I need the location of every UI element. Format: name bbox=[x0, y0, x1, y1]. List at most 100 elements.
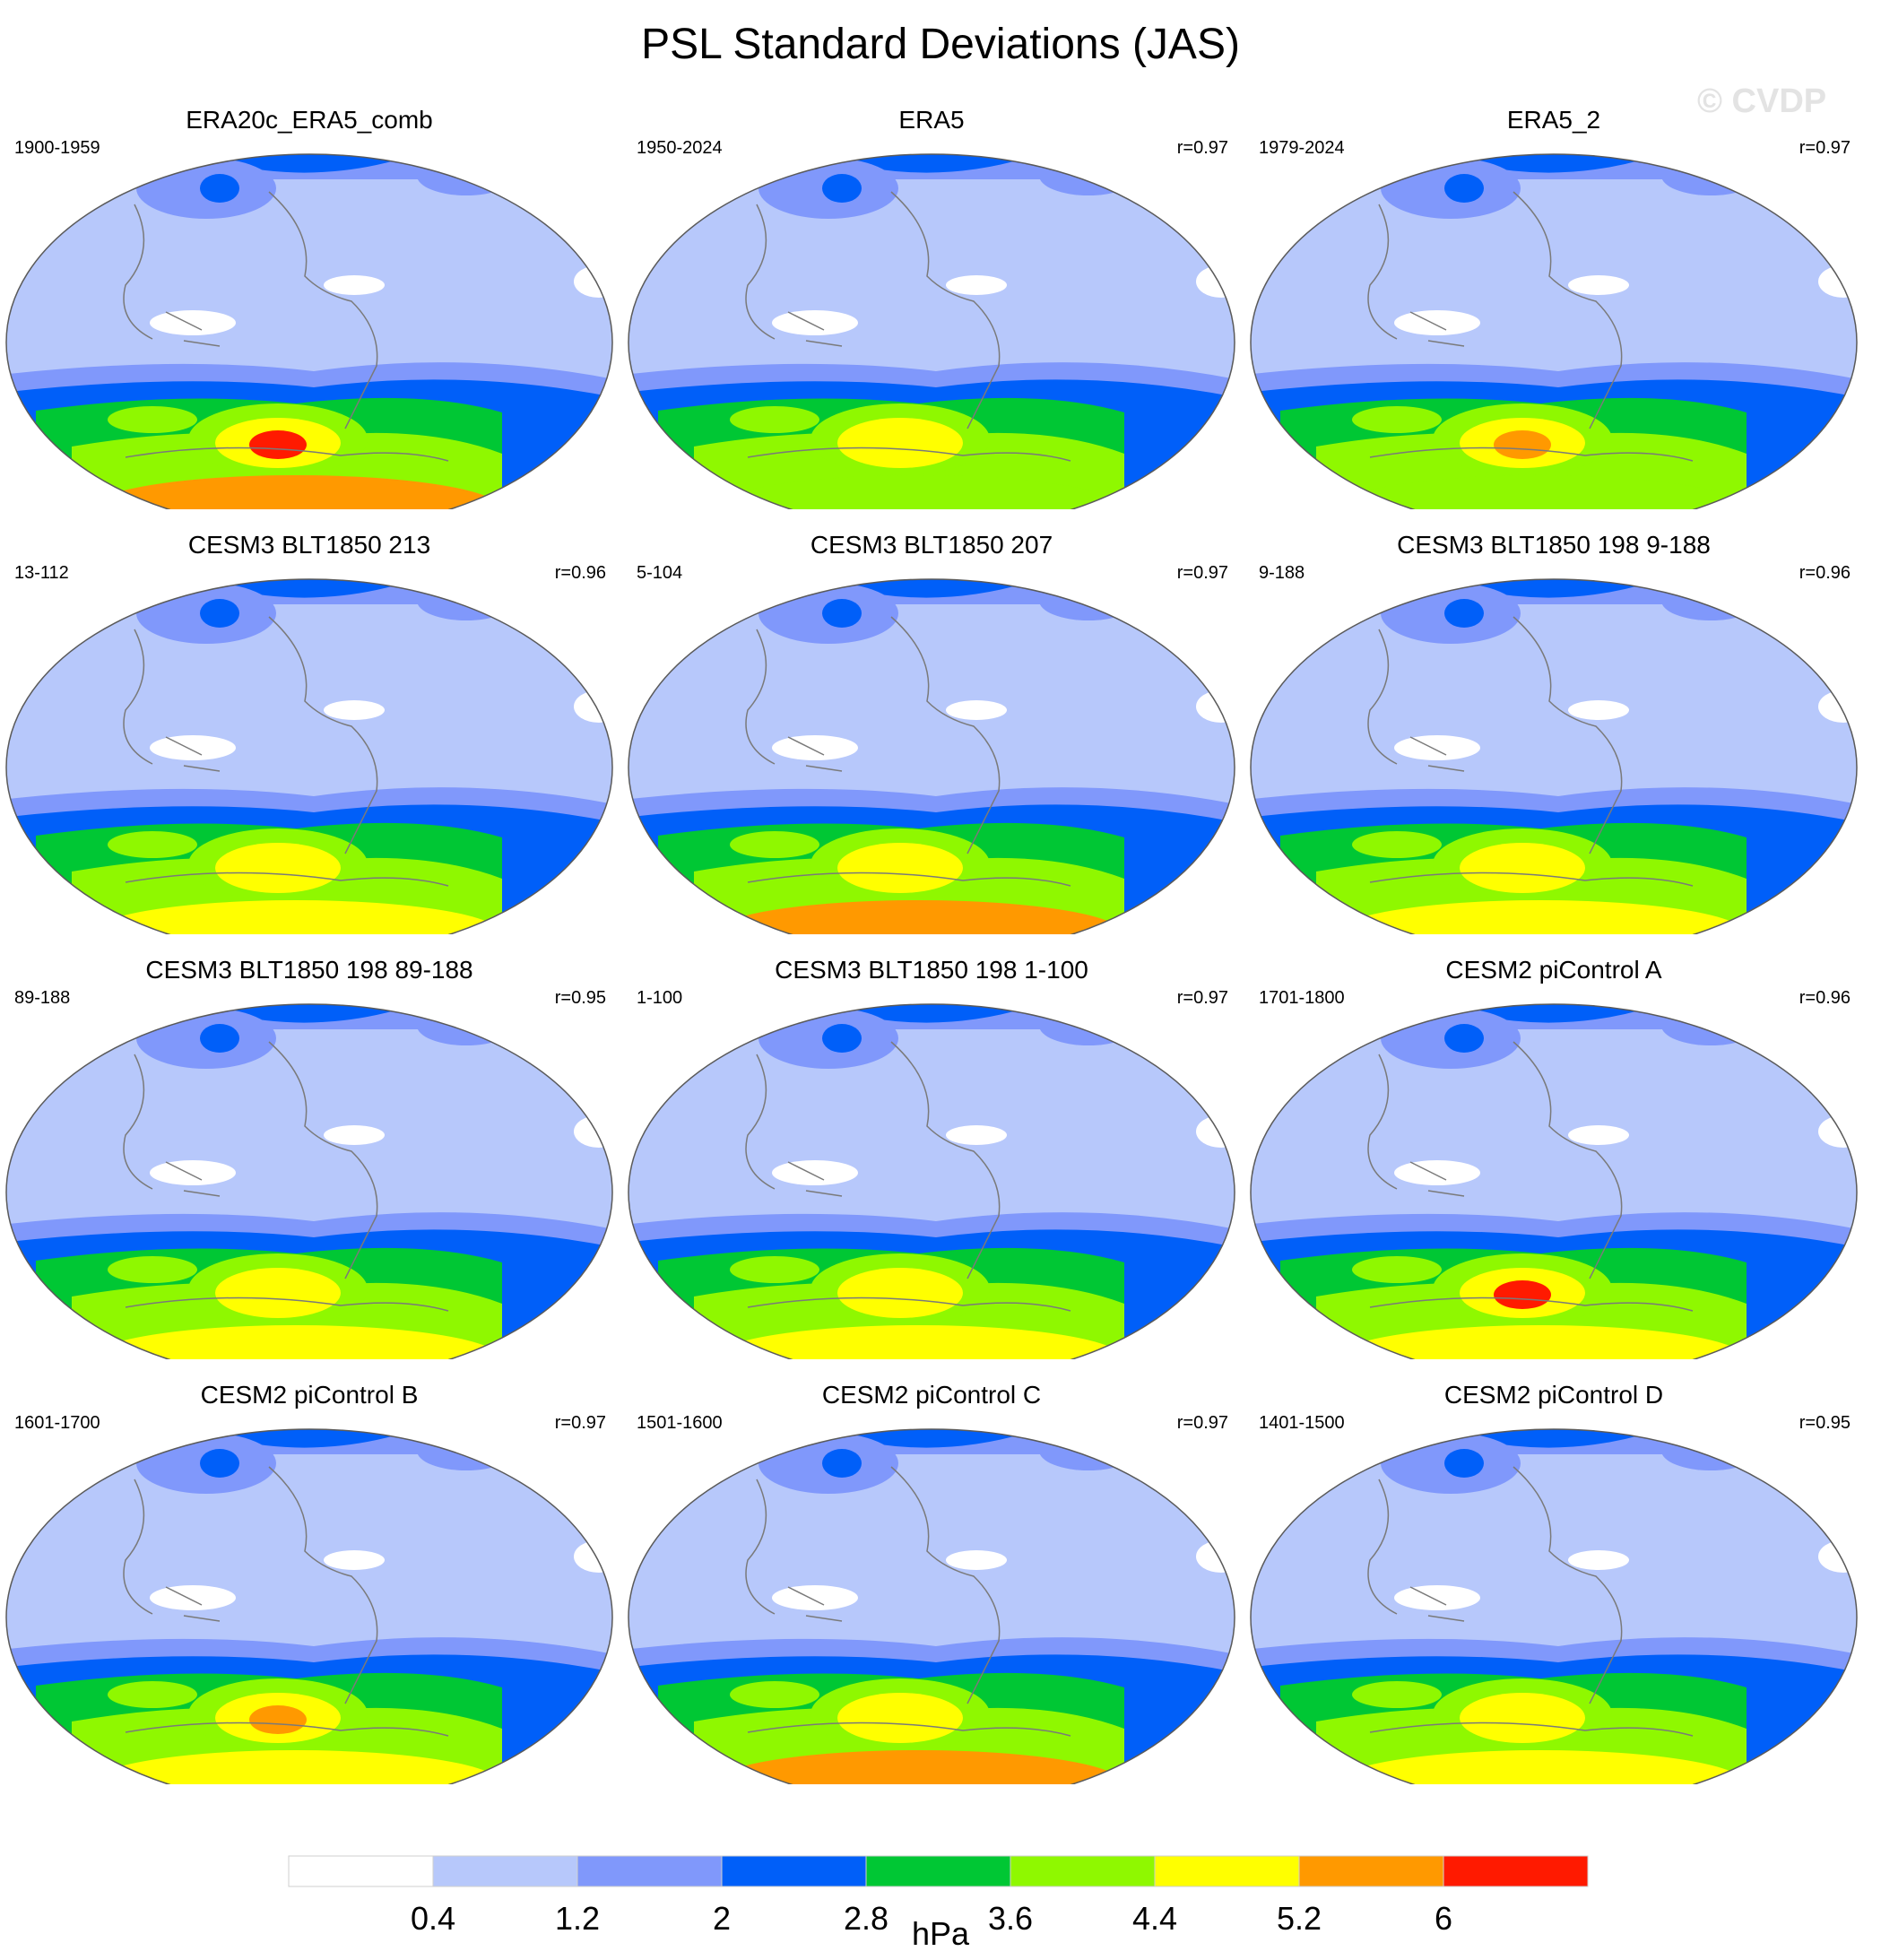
colorbar-swatch bbox=[288, 1855, 434, 1887]
hotspot bbox=[249, 1705, 307, 1734]
natl-lobe bbox=[1661, 1006, 1760, 1045]
coast-antarctica bbox=[125, 447, 449, 462]
antarctic-max bbox=[90, 1325, 502, 1359]
natl-lobe bbox=[1661, 156, 1760, 195]
contour-field bbox=[1251, 154, 1857, 509]
coast-asia bbox=[1367, 1479, 1465, 1622]
panel-years: 1-100 bbox=[637, 988, 683, 1008]
coast-asia bbox=[745, 204, 843, 347]
contour-field bbox=[628, 154, 1235, 509]
map-panel: CESM3 BLT1850 207 5-104 r=0.97 bbox=[622, 531, 1241, 934]
natl-lobe bbox=[417, 581, 516, 620]
panel-correlation: r=0.95 bbox=[554, 988, 606, 1008]
natl-lobe bbox=[1661, 581, 1760, 620]
trop-min-pac bbox=[772, 1585, 858, 1610]
colorbar-tick-label: 2.8 bbox=[844, 1900, 888, 1937]
coast-asia bbox=[123, 1054, 221, 1197]
map-panel: CESM2 piControl C 1501-1600 r=0.97 bbox=[622, 1381, 1241, 1784]
coast-antarctica bbox=[1369, 872, 1694, 887]
map-svg bbox=[5, 153, 613, 509]
colorbar-tick-label: 1.2 bbox=[555, 1900, 600, 1937]
coast-americas bbox=[268, 1466, 378, 1704]
colorbar-tick-label: 5.2 bbox=[1277, 1900, 1322, 1937]
panel-years: 1501-1600 bbox=[637, 1413, 723, 1433]
coast-antarctica bbox=[1369, 1722, 1694, 1737]
coast-americas bbox=[1513, 1041, 1623, 1279]
antarctic-max bbox=[712, 1325, 1124, 1359]
natl-lobe bbox=[1039, 581, 1138, 620]
antarctic-max bbox=[1334, 1750, 1747, 1784]
panel-title: CESM3 BLT1850 213 bbox=[187, 531, 431, 559]
indian-sector-lime bbox=[1352, 1256, 1442, 1283]
panel-correlation: r=0.96 bbox=[1799, 563, 1851, 583]
panel-correlation: r=0.97 bbox=[1176, 1413, 1228, 1433]
colorbar-swatch bbox=[1154, 1855, 1300, 1887]
trop-min-east bbox=[1568, 700, 1629, 720]
map-svg bbox=[1250, 578, 1858, 934]
coast-antarctica bbox=[747, 872, 1071, 887]
indian-sector-lime bbox=[1352, 831, 1442, 858]
map-frame bbox=[628, 578, 1235, 934]
map-panel: ERA20c_ERA5_comb 1900-1959 bbox=[0, 106, 619, 509]
colorbar-tick-label: 3.6 bbox=[988, 1900, 1033, 1937]
map-svg bbox=[1250, 1003, 1858, 1359]
natl-lobe bbox=[1039, 1431, 1138, 1470]
map-panel: ERA5_2 1979-2024 r=0.97 bbox=[1244, 106, 1863, 509]
panel-title: CESM3 BLT1850 198 1-100 bbox=[775, 956, 1088, 984]
map-panel: CESM2 piControl A 1701-1800 r=0.96 bbox=[1244, 956, 1863, 1359]
indian-sector-lime bbox=[108, 406, 197, 433]
panel-title: CESM3 BLT1850 207 bbox=[810, 531, 1053, 559]
coast-americas bbox=[268, 616, 378, 854]
panel-correlation: r=0.97 bbox=[1176, 563, 1228, 583]
panel-years: 1601-1700 bbox=[14, 1413, 100, 1433]
colorbar-swatch bbox=[432, 1855, 578, 1887]
panel-title: CESM2 piControl A bbox=[1445, 956, 1662, 984]
coast-antarctica bbox=[747, 447, 1071, 462]
page-title: PSL Standard Deviations (JAS) bbox=[641, 21, 1240, 68]
panel-title: ERA5 bbox=[898, 106, 965, 134]
trop-min-east bbox=[324, 1125, 385, 1145]
natl-lobe bbox=[1661, 1431, 1760, 1470]
map-frame bbox=[5, 1428, 613, 1784]
coast-americas bbox=[1513, 191, 1623, 429]
npac-core bbox=[822, 599, 862, 628]
map-frame bbox=[5, 578, 613, 934]
natl-lobe bbox=[1039, 1006, 1138, 1045]
map-frame bbox=[1250, 578, 1858, 934]
contour-field bbox=[628, 1429, 1235, 1784]
colorbar-tick-label: 6 bbox=[1435, 1900, 1452, 1937]
trop-min-east bbox=[324, 700, 385, 720]
colorbar-units: hPa bbox=[911, 1915, 970, 1952]
contour-field bbox=[6, 579, 612, 934]
coast-americas bbox=[1513, 616, 1623, 854]
trop-min-pac bbox=[150, 735, 236, 760]
coast-asia bbox=[745, 629, 843, 772]
coast-americas bbox=[890, 1041, 1001, 1279]
coast-americas bbox=[268, 1041, 378, 1279]
map-svg bbox=[1250, 153, 1858, 509]
map-panel: ERA5 1950-2024 r=0.97 bbox=[622, 106, 1241, 509]
panel-title: CESM2 piControl C bbox=[821, 1381, 1042, 1409]
colorbar: 0.4 1.2 2 2.8 3.6 4.4 5.2 6 bbox=[288, 1855, 1589, 1937]
contour-field bbox=[6, 1004, 612, 1359]
coast-asia bbox=[123, 629, 221, 772]
npac-core bbox=[1444, 599, 1484, 628]
antarctic-max bbox=[90, 900, 502, 934]
hotspot bbox=[1494, 430, 1551, 459]
coast-americas bbox=[890, 616, 1001, 854]
map-panel: CESM3 BLT1850 198 9-188 9-188 r=0.96 bbox=[1244, 531, 1863, 934]
trop-min-pac bbox=[150, 310, 236, 335]
colorbar-swatch bbox=[1443, 1855, 1589, 1887]
map-frame bbox=[628, 1428, 1235, 1784]
indian-sector-lime bbox=[108, 1681, 197, 1708]
hotspot bbox=[871, 430, 929, 459]
hotspot bbox=[249, 1280, 307, 1309]
trop-min-east bbox=[946, 275, 1007, 295]
coast-americas bbox=[890, 191, 1001, 429]
panel-correlation: r=0.97 bbox=[554, 1413, 606, 1433]
coast-antarctica bbox=[125, 1722, 449, 1737]
colorbar-swatch bbox=[1010, 1855, 1156, 1887]
panel-title: CESM3 BLT1850 198 9-188 bbox=[1397, 531, 1711, 559]
npac-core bbox=[200, 1024, 239, 1053]
coast-asia bbox=[1367, 1054, 1465, 1197]
